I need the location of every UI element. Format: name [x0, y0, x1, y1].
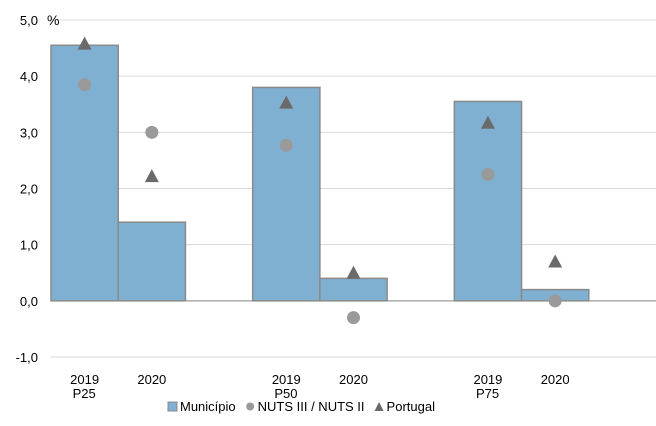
- bars: [50, 44, 656, 302]
- bar-municipio: [251, 86, 321, 302]
- point-portugal: [480, 115, 495, 129]
- bar-municipio: [117, 221, 187, 302]
- group-label: P75: [476, 386, 499, 401]
- legend-swatch-circle: [246, 402, 255, 411]
- x-tick-label: 2020: [339, 372, 368, 387]
- bar-municipio: [319, 277, 388, 302]
- legend-label: Município: [180, 399, 236, 414]
- bar-municipio: [453, 100, 523, 302]
- legend-label: Portugal: [387, 399, 436, 414]
- point-nuts: [145, 125, 159, 139]
- y-axis: % -1,0 0,0 1,0 2,0 3,0 4,0 5,0: [16, 12, 60, 365]
- y-tick-label: -1,0: [16, 350, 38, 365]
- x-tick-label: 2019: [272, 372, 301, 387]
- x-tick-label: 2019: [70, 372, 99, 387]
- point-portugal: [144, 169, 159, 183]
- point-portugal: [279, 95, 294, 109]
- point-portugal: [548, 254, 563, 268]
- point-nuts: [481, 167, 495, 181]
- y-tick-label: 2,0: [20, 182, 38, 197]
- point-nuts: [347, 311, 360, 325]
- gridlines: [51, 19, 656, 358]
- point-nuts: [78, 78, 92, 92]
- legend-label: NUTS III / NUTS II: [258, 399, 365, 414]
- x-tick-label: 2020: [137, 372, 166, 387]
- y-unit-label: %: [47, 12, 59, 28]
- legend-swatch-bar: [167, 401, 178, 412]
- legend-swatch-triangle: [374, 402, 384, 411]
- y-tick-label: 0,0: [20, 294, 38, 309]
- group-label: P25: [73, 386, 96, 401]
- y-tick-label: 5,0: [20, 13, 38, 28]
- y-tick-label: 3,0: [20, 125, 38, 140]
- y-tick-label: 4,0: [20, 69, 38, 84]
- point-nuts: [548, 294, 562, 308]
- x-tick-label: 2020: [541, 372, 570, 387]
- legend: Município NUTS III / NUTS II Portugal: [167, 399, 436, 414]
- x-tick-label: 2019: [473, 372, 502, 387]
- point-nuts: [279, 138, 293, 152]
- group-label: P50: [274, 386, 297, 401]
- point-portugal: [77, 36, 92, 50]
- point-portugal: [346, 265, 361, 279]
- markers: [77, 36, 563, 325]
- y-tick-label: 1,0: [20, 238, 38, 253]
